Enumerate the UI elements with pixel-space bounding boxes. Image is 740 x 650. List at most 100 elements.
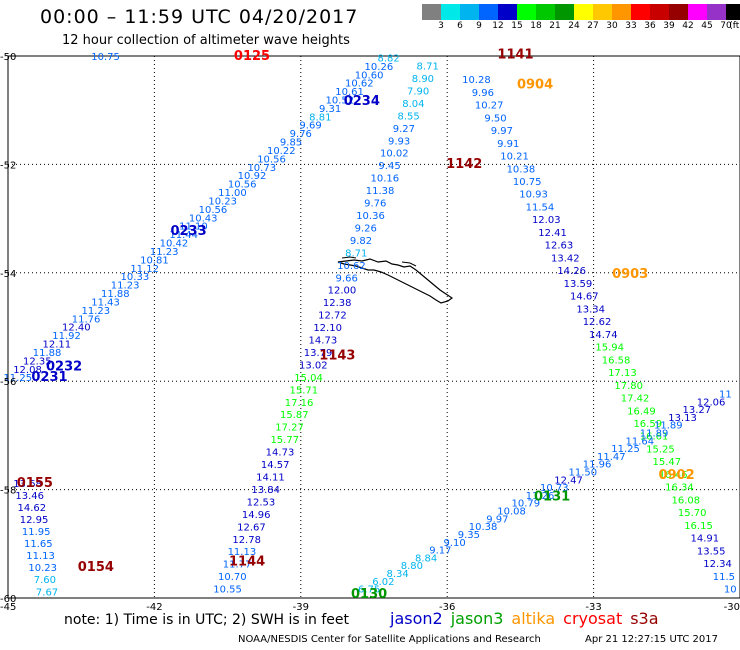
color-scale-label: 30	[606, 21, 618, 31]
wave-height-value: 10	[724, 585, 737, 596]
wave-height-value: 9.82	[350, 236, 372, 247]
color-scale-label: 70	[720, 21, 732, 31]
wave-height-value: 10.56	[228, 180, 257, 191]
wave-height-value: 16.34	[665, 483, 694, 494]
lon-label: -42	[146, 602, 162, 613]
wave-height-value: 9.50	[484, 113, 506, 124]
color-swatch	[688, 4, 707, 20]
wave-height-value: 9.45	[378, 161, 400, 172]
wave-height-value: 11.92	[52, 331, 81, 342]
wave-height-value: 12.53	[247, 497, 276, 508]
lon-label: -36	[439, 602, 455, 613]
pass-time-label: 0125	[234, 49, 270, 64]
wave-height-value: 14.11	[256, 473, 285, 484]
wave-height-value: 8.80	[401, 561, 423, 572]
color-swatch	[631, 4, 650, 20]
wave-height-value: 10.70	[218, 572, 247, 583]
lat-label: -56	[0, 377, 16, 388]
wave-height-value: 17.42	[621, 394, 650, 405]
wave-height-value: 17.16	[285, 398, 314, 409]
wave-height-value: 8.55	[397, 111, 419, 122]
wave-height-value: 9.17	[429, 546, 451, 557]
wave-height-value: 9.27	[393, 124, 415, 135]
wave-height-value: 9.85	[280, 138, 302, 149]
wave-height-value: 8.82	[378, 53, 400, 64]
satellite-legend: jason2 jason3 altika cryosat s3a	[390, 609, 667, 628]
wave-height-value: 9.26	[355, 223, 377, 234]
wave-height-value: 9.66	[336, 273, 358, 284]
wave-height-value: 11.25	[611, 444, 640, 455]
wave-height-value: 12.06	[697, 397, 726, 408]
wave-height-value: 11.13	[228, 547, 257, 558]
wave-height-value: 10.93	[519, 190, 548, 201]
wave-height-value: 12.62	[583, 317, 612, 328]
wave-height-value: 15.47	[652, 457, 681, 468]
wave-height-value: 12.35	[23, 356, 52, 367]
color-swatch	[517, 4, 536, 20]
color-scale-label: 36	[644, 21, 656, 31]
wave-height-value: 15.70	[678, 508, 707, 519]
color-swatch	[498, 4, 517, 20]
wave-height-value: 12.41	[538, 228, 567, 239]
wave-height-value: 11.12	[130, 264, 159, 275]
wave-height-value: 10.56	[257, 154, 286, 165]
legend-item: jason2	[390, 609, 443, 628]
page-subtitle: 12 hour collection of altimeter wave hei…	[62, 33, 350, 48]
wave-height-value: 10.26	[365, 62, 394, 73]
lat-label: -58	[0, 486, 16, 497]
wave-height-value: 10.36	[356, 211, 385, 222]
wave-height-value: 16.58	[602, 355, 631, 366]
wave-height-value: 16.15	[684, 521, 713, 532]
wave-height-value: 11.23	[111, 281, 140, 292]
pass-time-label: 1144	[229, 554, 265, 569]
wave-height-value: 10.21	[500, 152, 529, 163]
wave-height-value: 9.31	[319, 104, 341, 115]
wave-height-value: 11.23	[150, 247, 179, 258]
wave-height-value: 10.38	[469, 522, 498, 533]
wave-height-value: 13.68	[13, 479, 42, 490]
color-swatch	[574, 4, 593, 20]
wave-height-value: 10.62	[345, 79, 374, 90]
color-scale-label: (ft)	[729, 21, 740, 31]
wave-height-value: 10.02	[380, 149, 409, 160]
wave-height-value: 10.61	[335, 87, 364, 98]
wave-height-value: 13.42	[551, 253, 580, 264]
wave-height-value: 14.62	[18, 503, 47, 514]
pass-time-label: 0232	[46, 359, 82, 374]
wave-height-value: 11	[719, 389, 732, 400]
wave-height-value: 9.76	[364, 199, 386, 210]
wave-height-value: 14.91	[691, 534, 720, 545]
lon-label: -30	[724, 602, 740, 613]
pass-time-label: 0234	[344, 94, 380, 109]
wave-height-value: 10.56	[199, 205, 228, 216]
wave-height-value: 14.73	[266, 448, 295, 459]
wave-height-value: 12.63	[545, 241, 574, 252]
lat-label: -54	[0, 269, 16, 280]
wave-height-value: 6.75	[358, 585, 380, 596]
wave-height-value: 12.11	[42, 340, 71, 351]
wave-height-value: 12.47	[554, 475, 583, 486]
wave-height-value: 10.73	[247, 163, 276, 174]
wave-height-value: 14.96	[242, 510, 271, 521]
wave-height-value: 8.84	[415, 553, 437, 564]
color-scale-label: 33	[625, 21, 637, 31]
wave-height-value: 12.67	[237, 522, 266, 533]
wave-height-value: 15.04	[294, 373, 323, 384]
wave-height-value: 16.59	[633, 419, 662, 430]
color-scale-label: 39	[663, 21, 675, 31]
wave-height-value: 11.89	[654, 421, 683, 432]
wave-height-value: 10.23	[208, 196, 237, 207]
wave-height-value: 11.23	[82, 306, 111, 317]
color-scale-label: 42	[682, 21, 694, 31]
south-georgia-coastline	[337, 256, 454, 304]
pass-time-label: 0233	[170, 224, 206, 239]
wave-height-value: 17.80	[614, 381, 643, 392]
wave-height-value: 10.23	[28, 563, 57, 574]
wave-height-value: 13.02	[299, 360, 328, 371]
wave-height-value: 11.13	[26, 551, 55, 562]
wave-height-value: 11.26	[526, 491, 555, 502]
wave-height-value: 9.10	[443, 538, 465, 549]
wave-height-value: 10.42	[160, 239, 189, 250]
wave-height-value: 12.72	[318, 311, 347, 322]
